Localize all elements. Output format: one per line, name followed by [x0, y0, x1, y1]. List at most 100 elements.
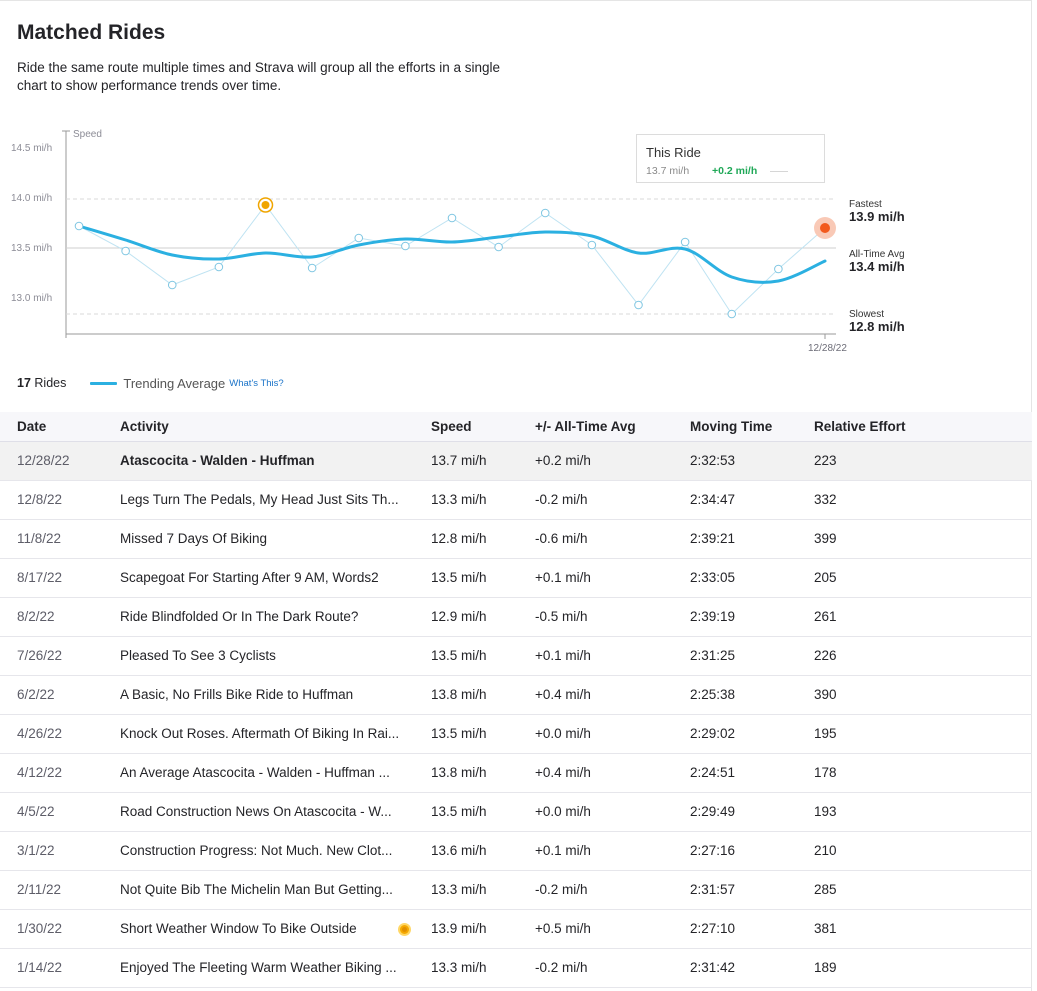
- activity-link[interactable]: Atascocita - Walden - Huffman: [120, 453, 315, 469]
- column-header-speed[interactable]: Speed: [431, 412, 535, 442]
- relative-effort-cell: 195: [814, 714, 1032, 754]
- fastest-value: 13.9 mi/h: [849, 209, 905, 224]
- activity-link[interactable]: Ride Blindfolded Or In The Dark Route?: [120, 609, 359, 625]
- best-ride-point-core: [261, 201, 270, 209]
- table-row: 11/8/22 Missed 7 Days Of Biking 12.8 mi/h -…: [0, 519, 1032, 559]
- column-header-date[interactable]: Date: [0, 412, 120, 442]
- ride-point: [494, 242, 503, 252]
- page-description: Ride the same route multiple times and S…: [17, 60, 500, 93]
- diff-cell: +0.2 mi/h: [535, 441, 690, 481]
- column-header-relative-effort[interactable]: Relative Effort: [814, 412, 1032, 442]
- speed-cell: 13.3 mi/h: [431, 948, 535, 988]
- date-cell: 4/26/22: [0, 714, 120, 754]
- diff-cell: +0.5 mi/h: [535, 909, 690, 949]
- ride-point: [727, 309, 737, 319]
- trend-legend-swatch: [90, 381, 118, 385]
- activity-link[interactable]: Scapegoat For Starting After 9 AM, Words…: [120, 570, 379, 586]
- date-cell: 1/14/22: [0, 948, 120, 988]
- table-row: 12/8/22 Legs Turn The Pedals, My Head Jus…: [0, 480, 1032, 520]
- ride-point: [74, 221, 84, 231]
- y-tick-label: 13.5 mi/h: [11, 243, 52, 254]
- trend-legend-label: Trending Average: [123, 375, 226, 391]
- speed-cell: 13.5 mi/h: [431, 714, 535, 754]
- best-effort-medal-icon: [398, 922, 411, 936]
- activity-link[interactable]: Construction Progress: Not Much. New Clo…: [120, 843, 393, 859]
- ride-point: [214, 262, 224, 272]
- speed-cell: 13.5 mi/h: [431, 558, 535, 598]
- diff-cell: +0.1 mi/h: [535, 558, 690, 598]
- activity-cell: An Average Atascocita - Walden - Huffman…: [120, 753, 431, 793]
- table-header-row: Date Activity Speed +/- All-Time Avg Mov…: [0, 412, 1032, 442]
- speed-cell: 12.8 mi/h: [431, 519, 535, 559]
- relative-effort-cell: 178: [814, 753, 1032, 793]
- activity-cell: Short Weather Window To Bike Outside: [120, 909, 431, 949]
- activity-cell: Missed 7 Days Of Biking: [120, 519, 431, 559]
- activity-link[interactable]: Enjoyed The Fleeting Warm Weather Biking…: [120, 960, 397, 976]
- ride-point: [634, 300, 643, 310]
- column-header-activity[interactable]: Activity: [120, 412, 431, 442]
- moving-time-cell: 2:33:05: [690, 558, 814, 598]
- date-cell: 1/30/22: [0, 909, 120, 949]
- table-row: 1/14/22 Enjoyed The Fleeting Warm Weather…: [0, 948, 1032, 988]
- diff-cell: -0.5 mi/h: [535, 597, 690, 637]
- moving-time-cell: 2:39:19: [690, 597, 814, 637]
- date-cell: 6/2/22: [0, 675, 120, 715]
- speed-cell: 12.9 mi/h: [431, 597, 535, 637]
- activity-link[interactable]: Knock Out Roses. Aftermath Of Biking In …: [120, 726, 400, 742]
- activity-link[interactable]: Not Quite Bib The Michelin Man But Getti…: [120, 882, 393, 898]
- whats-this-link[interactable]: What's This?: [229, 377, 284, 389]
- diff-cell: +0.1 mi/h: [535, 636, 690, 676]
- date-cell: 3/1/22: [0, 831, 120, 871]
- activity-cell: Ride Blindfolded Or In The Dark Route?: [120, 597, 431, 637]
- date-cell: 12/28/22: [0, 441, 120, 481]
- ride-point: [401, 241, 410, 251]
- table-row: 4/26/22 Knock Out Roses. Aftermath Of Bik…: [0, 714, 1032, 754]
- activity-link[interactable]: Road Construction News On Atascocita - W…: [120, 804, 392, 820]
- y-tick-label: 13.0 mi/h: [11, 293, 52, 304]
- date-cell: 8/17/22: [0, 558, 120, 598]
- y-axis-label: Speed: [73, 129, 102, 140]
- diff-cell: +0.4 mi/h: [535, 753, 690, 793]
- x-tick-label: 12/28/22: [808, 343, 847, 354]
- activity-link[interactable]: Missed 7 Days Of Biking: [120, 531, 268, 547]
- speed-cell: 13.3 mi/h: [431, 480, 535, 520]
- diff-cell: -0.2 mi/h: [535, 870, 690, 910]
- relative-effort-cell: 285: [814, 870, 1032, 910]
- ride-point: [680, 237, 690, 247]
- activity-cell: Not Quite Bib The Michelin Man But Getti…: [120, 870, 431, 910]
- activity-cell: Atascocita - Walden - Huffman: [120, 441, 431, 481]
- ride-point: [540, 208, 550, 218]
- date-cell: 2/11/22: [0, 870, 120, 910]
- date-cell: 11/8/22: [0, 519, 120, 559]
- table-row: 12/28/22 Atascocita - Walden - Huffman 13.…: [0, 441, 1032, 481]
- table-row: 3/1/22 Construction Progress: Not Much. N…: [0, 831, 1032, 871]
- column-header-moving-time[interactable]: Moving Time: [690, 412, 814, 442]
- activity-link[interactable]: Pleased To See 3 Cyclists: [120, 648, 276, 664]
- slowest-value: 12.8 mi/h: [849, 319, 905, 334]
- tooltip-divider: [770, 171, 788, 172]
- relative-effort-cell: 193: [814, 792, 1032, 832]
- ride-point: [447, 213, 457, 223]
- activity-cell: Road Construction News On Atascocita - W…: [120, 792, 431, 832]
- activity-cell: A Basic, No Frills Bike Ride to Huffman: [120, 675, 431, 715]
- diff-cell: +0.0 mi/h: [535, 792, 690, 832]
- activity-cell: Knock Out Roses. Aftermath Of Biking In …: [120, 714, 431, 754]
- activity-link[interactable]: Legs Turn The Pedals, My Head Just Sits …: [120, 492, 399, 508]
- column-header-diff[interactable]: +/- All-Time Avg: [535, 412, 690, 442]
- all-time-avg-value: 13.4 mi/h: [849, 259, 905, 274]
- ride-point: [121, 246, 130, 256]
- ride-point: [587, 240, 597, 250]
- trend-line: [77, 224, 827, 284]
- moving-time-cell: 2:32:53: [690, 441, 814, 481]
- matched-rides-table: Date Activity Speed +/- All-Time Avg Mov…: [0, 412, 1032, 988]
- current-ride-point: [820, 223, 830, 233]
- tooltip-speed: 13.7 mi/h: [646, 165, 690, 177]
- moving-time-cell: 2:27:16: [690, 831, 814, 871]
- activity-link[interactable]: An Average Atascocita - Walden - Huffman…: [120, 765, 390, 781]
- moving-time-cell: 2:27:10: [690, 909, 814, 949]
- activity-cell: Legs Turn The Pedals, My Head Just Sits …: [120, 480, 431, 520]
- activity-link[interactable]: A Basic, No Frills Bike Ride to Huffman: [120, 687, 354, 703]
- this-ride-tooltip: This Ride 13.7 mi/h +0.2 mi/h: [636, 134, 825, 183]
- ride-count: 17: [17, 376, 31, 390]
- activity-link[interactable]: Short Weather Window To Bike Outside: [120, 921, 357, 937]
